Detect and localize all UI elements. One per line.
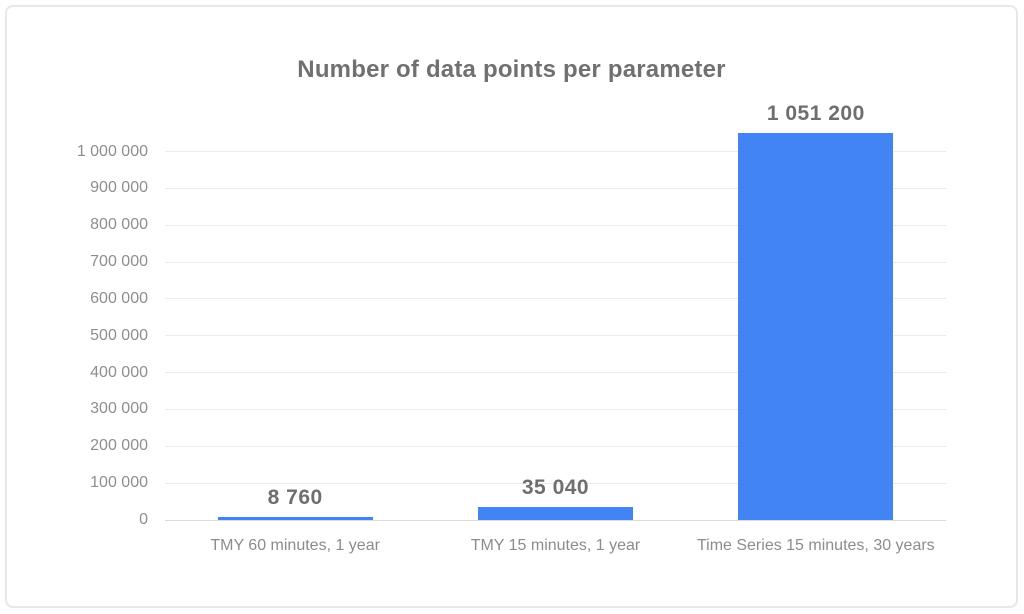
y-tick-label: 300 000 [90,400,148,418]
y-tick-label: 400 000 [90,363,148,381]
bar-value-label: 8 760 [267,485,323,509]
y-gridline [165,298,946,300]
y-gridline [165,335,946,337]
y-tick-label: 100 000 [90,474,148,492]
bar-1 [217,516,373,520]
y-gridline [165,482,946,484]
y-gridline [165,372,946,374]
chart-title: Number of data points per parameter [297,56,726,83]
y-tick-label: 600 000 [90,289,148,307]
y-gridline [165,445,946,447]
y-gridline [165,187,946,189]
y-tick-label: 0 [139,511,148,528]
y-gridline [165,408,946,410]
y-tick-label: 200 000 [90,437,148,455]
category-label: TMY 15 minutes, 1 year [470,537,641,554]
y-tick-label: 500 000 [90,326,148,344]
bar-2 [478,507,633,520]
y-gridline [165,224,946,226]
y-gridline [165,151,946,152]
x-axis-baseline [165,519,946,521]
bar-value-label: 1 051 200 [766,101,865,125]
category-label: TMY 60 minutes, 1 year [210,537,380,554]
y-tick-label: 800 000 [90,216,148,234]
y-tick-label: 900 000 [90,179,148,197]
y-tick-label: 1 000 000 [76,142,148,160]
category-label: Time Series 15 minutes, 30 years [696,537,935,554]
bar-3 [738,132,894,520]
y-tick-label: 700 000 [90,253,148,271]
bar-value-label: 35 040 [521,476,590,500]
y-gridline [165,261,946,263]
